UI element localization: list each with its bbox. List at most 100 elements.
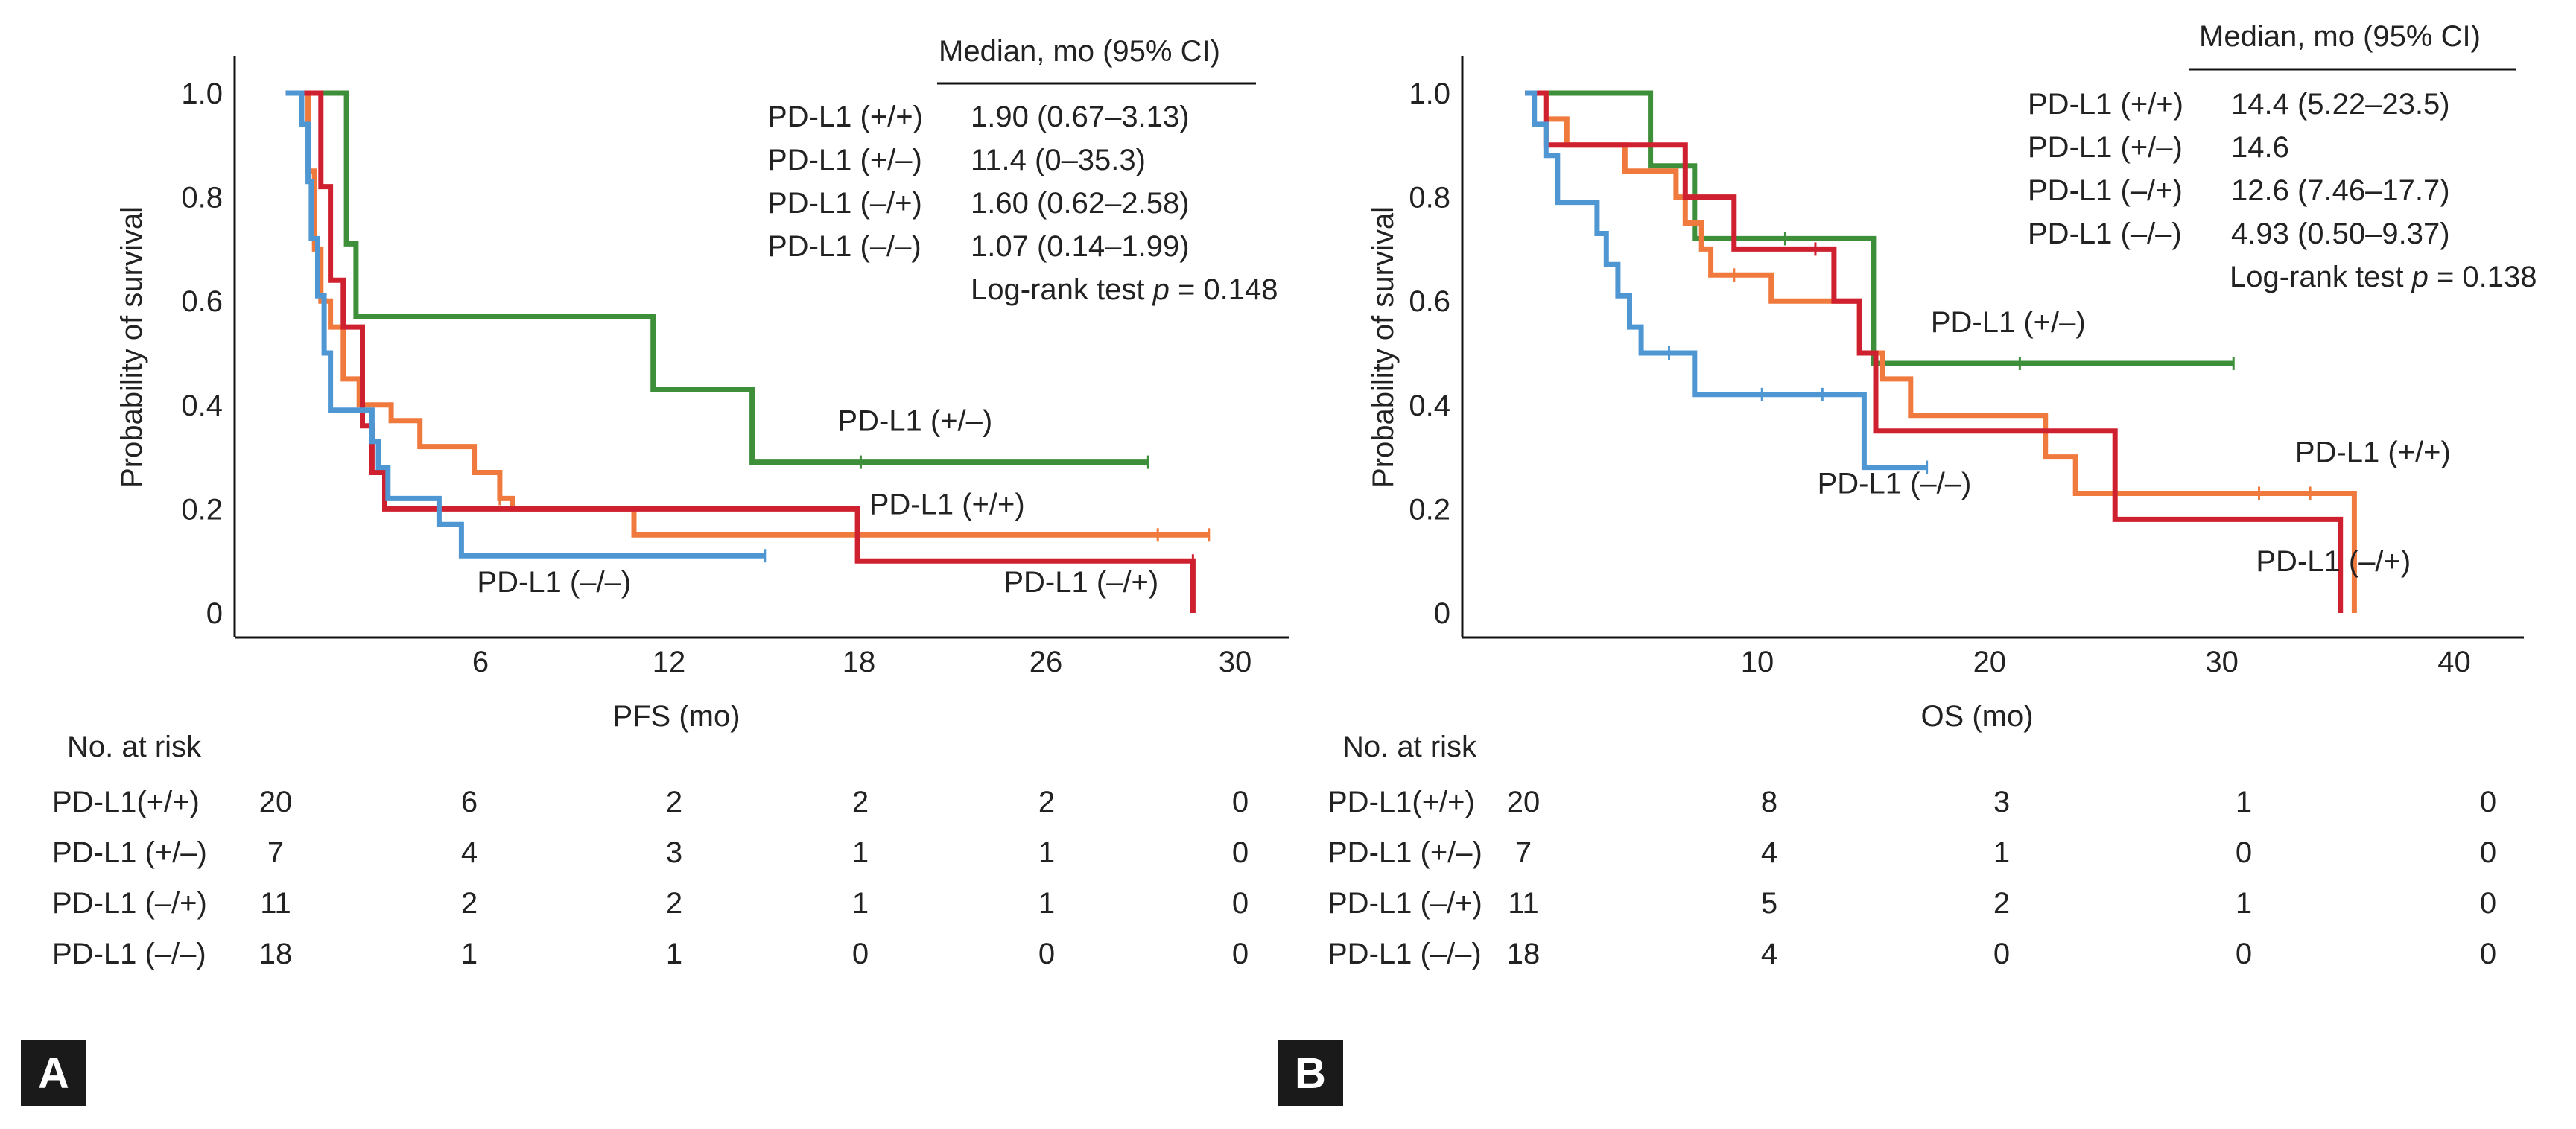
risk-cell: 5 [1761, 887, 1777, 920]
risk-cell: 8 [1761, 786, 1777, 818]
panel-a-y-ticks: 0 0.2 0.4 0.6 0.8 1.0 [181, 77, 223, 630]
km-curve-pd-l1-p-m [1525, 90, 2234, 366]
panel-b-risk-table: No. at risk PD-L1(+/+) 20 8 3 1 0PD-L1 (+/–) 7… [1327, 731, 2496, 970]
panel-b-curves [1525, 90, 2357, 613]
panel-b: 00.20.40.60.81.0 10 20 30 40 PD-L1 (+/–)PD-… [1278, 20, 2537, 1106]
curve-label: PD-L1 (+/–) [837, 405, 992, 438]
risk-cell: 1 [852, 836, 869, 869]
risk-cell: 1 [2236, 887, 2252, 920]
x-tick-label: 6 [472, 646, 489, 678]
median-row-label: PD-L1 (–/+) [2028, 174, 2183, 207]
curve-label: PD-L1 (+/+) [869, 488, 1025, 521]
risk-cell: 2 [852, 786, 869, 818]
x-tick-label: 10 [1741, 646, 1774, 678]
risk-cell: 0 [2480, 887, 2496, 920]
km-curve-pd-l1-m-p [1525, 90, 2344, 613]
km-curve-pd-l1-m-p [285, 90, 1196, 613]
risk-cell: 4 [1761, 938, 1777, 970]
panel-b-x-ticks: 10 20 30 40 [1741, 646, 2471, 678]
risk-row-label: PD-L1 (–/–) [1327, 938, 1482, 970]
km-curve-pd-l1-m-m [285, 90, 765, 559]
median-row-value: 1.07 (0.14–1.99) [971, 230, 1190, 263]
logrank-text: Log-rank test p = 0.148 [971, 273, 1278, 306]
median-row-label: PD-L1 (–/+) [767, 187, 922, 220]
risk-cell: 0 [2480, 786, 2496, 818]
panel-a-curve-labels: PD-L1 (+/–) PD-L1 (+/+) PD-L1 (–/–) PD-L1 (… [477, 405, 1158, 599]
risk-cell: 1 [852, 887, 869, 920]
risk-cell: 3 [666, 836, 682, 869]
risk-cell: 20 [1507, 786, 1541, 818]
curve-label: PD-L1 (–/–) [477, 566, 631, 599]
x-tick-label: 26 [1030, 646, 1063, 678]
risk-row-label: PD-L1(+/+) [52, 786, 200, 818]
median-row-value: 14.4 (5.22–23.5) [2231, 88, 2450, 121]
y-tick-label: 0.6 [1409, 285, 1450, 318]
panel-a-median-table: Median, mo (95% CI) PD-L1 (+/+) 1.90 (0.… [767, 35, 1278, 306]
risk-row-label: PD-L1 (–/–) [52, 938, 206, 970]
curve-label: PD-L1 (–/+) [1003, 566, 1158, 599]
x-tick-label: 18 [843, 646, 876, 678]
panel-a-y-axis-label: Probability of survival [115, 206, 148, 488]
panel-a-x-axis-label: PFS (mo) [612, 700, 740, 733]
x-tick-label: 30 [1219, 646, 1252, 678]
panel-b-censor-marks [1668, 232, 2312, 500]
risk-cell: 1 [1038, 887, 1055, 920]
y-tick-label: 0.8 [1409, 182, 1450, 214]
risk-cell: 0 [2236, 938, 2252, 970]
risk-cell: 2 [461, 887, 478, 920]
risk-cell: 11 [1508, 887, 1539, 920]
median-row-value: 11.4 (0–35.3) [971, 144, 1146, 176]
panel-b-x-axis-label: OS (mo) [1920, 700, 2033, 733]
risk-cell: 0 [2480, 836, 2496, 869]
risk-cell: 1 [1038, 836, 1055, 869]
curve-label: PD-L1 (–/–) [1818, 467, 1972, 500]
median-row-label: PD-L1 (+/+) [2028, 88, 2183, 121]
risk-cell: 20 [259, 786, 293, 818]
risk-cell: 0 [1232, 786, 1249, 818]
y-tick-label: 0 [206, 597, 223, 630]
panel-a-curves [285, 90, 1209, 613]
risk-cell: 11 [260, 887, 291, 920]
median-row-label: PD-L1 (+/–) [767, 144, 922, 176]
median-row-label: PD-L1 (+/–) [2028, 131, 2183, 164]
risk-cell: 0 [2236, 836, 2252, 869]
y-tick-label: 0.4 [181, 389, 223, 422]
km-curve-pd-l1-p-m [285, 90, 1149, 465]
risk-cell: 0 [1232, 938, 1249, 970]
median-row-value: 1.60 (0.62–2.58) [971, 187, 1190, 220]
risk-cell: 2 [1993, 887, 2010, 920]
risk-row-label: PD-L1 (–/+) [52, 887, 207, 920]
x-tick-label: 40 [2437, 646, 2471, 678]
risk-cell: 6 [461, 786, 478, 818]
panel-b-y-ticks: 0 0.2 0.4 0.6 0.8 1.0 [1409, 77, 1450, 630]
panel-a-risk-table: No. at risk PD-L1(+/+) 20 6 2 2 2 0PD-L1 (+/–)… [52, 731, 1249, 970]
risk-cell: 7 [267, 836, 284, 869]
y-tick-label: 0.6 [181, 285, 223, 318]
panel-b-y-axis-label: Probability of survival [1367, 206, 1400, 488]
panel-a-x-ticks: 6 12 18 26 30 [472, 646, 1251, 678]
y-tick-label: 0.2 [1409, 493, 1450, 526]
median-row-value: 1.90 (0.67–3.13) [971, 101, 1190, 133]
risk-cell: 0 [1038, 938, 1055, 970]
curve-label: PD-L1 (–/+) [2256, 545, 2411, 578]
y-tick-label: 0 [1434, 597, 1450, 630]
risk-row-label: PD-L1 (+/–) [52, 836, 207, 869]
panel-b-badge [1278, 1040, 1343, 1106]
risk-row-label: PD-L1 (–/+) [1327, 887, 1482, 920]
curve-label: PD-L1 (+/–) [1931, 306, 2086, 339]
median-row-label: PD-L1 (–/–) [767, 230, 921, 263]
y-tick-label: 1.0 [1409, 77, 1450, 110]
risk-row-label: PD-L1(+/+) [1327, 786, 1475, 818]
median-row-label: PD-L1 (+/+) [767, 101, 923, 133]
median-row-value: 14.6 [2231, 131, 2289, 164]
panel-b-median-table: Median, mo (95% CI) PD-L1 (+/+) 14.4 (5.… [2028, 20, 2537, 293]
risk-row-label: PD-L1 (+/–) [1327, 836, 1482, 869]
risk-cell: 4 [1761, 836, 1777, 869]
risk-cell: 18 [1507, 938, 1541, 970]
median-header: Median, mo (95% CI) [939, 35, 1220, 68]
x-tick-label: 20 [1973, 646, 2007, 678]
risk-cell: 1 [666, 938, 682, 970]
risk-cell: 0 [852, 938, 869, 970]
panel-a-badge-letter: A [38, 1049, 69, 1098]
